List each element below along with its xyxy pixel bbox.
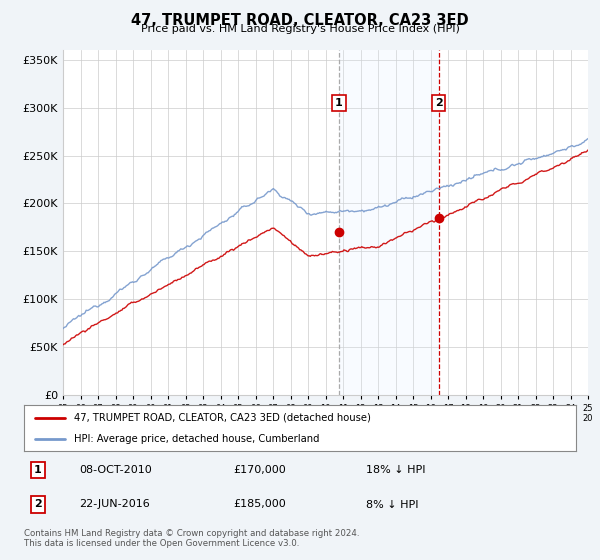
Text: 1: 1 [335,98,343,108]
Text: 22-JUN-2016: 22-JUN-2016 [79,500,150,510]
Text: 18% ↓ HPI: 18% ↓ HPI [366,465,426,475]
Text: £170,000: £170,000 [234,465,287,475]
Text: Contains HM Land Registry data © Crown copyright and database right 2024.
This d: Contains HM Land Registry data © Crown c… [24,529,359,548]
Text: 2: 2 [34,500,41,510]
Text: £185,000: £185,000 [234,500,287,510]
Text: 2: 2 [435,98,443,108]
Text: Price paid vs. HM Land Registry's House Price Index (HPI): Price paid vs. HM Land Registry's House … [140,24,460,34]
Text: 8% ↓ HPI: 8% ↓ HPI [366,500,419,510]
Bar [339,50,439,395]
Text: 47, TRUMPET ROAD, CLEATOR, CA23 3ED (detached house): 47, TRUMPET ROAD, CLEATOR, CA23 3ED (det… [74,413,371,423]
Text: 08-OCT-2010: 08-OCT-2010 [79,465,152,475]
Text: HPI: Average price, detached house, Cumberland: HPI: Average price, detached house, Cumb… [74,435,319,444]
Text: 47, TRUMPET ROAD, CLEATOR, CA23 3ED: 47, TRUMPET ROAD, CLEATOR, CA23 3ED [131,13,469,28]
Text: 1: 1 [34,465,41,475]
